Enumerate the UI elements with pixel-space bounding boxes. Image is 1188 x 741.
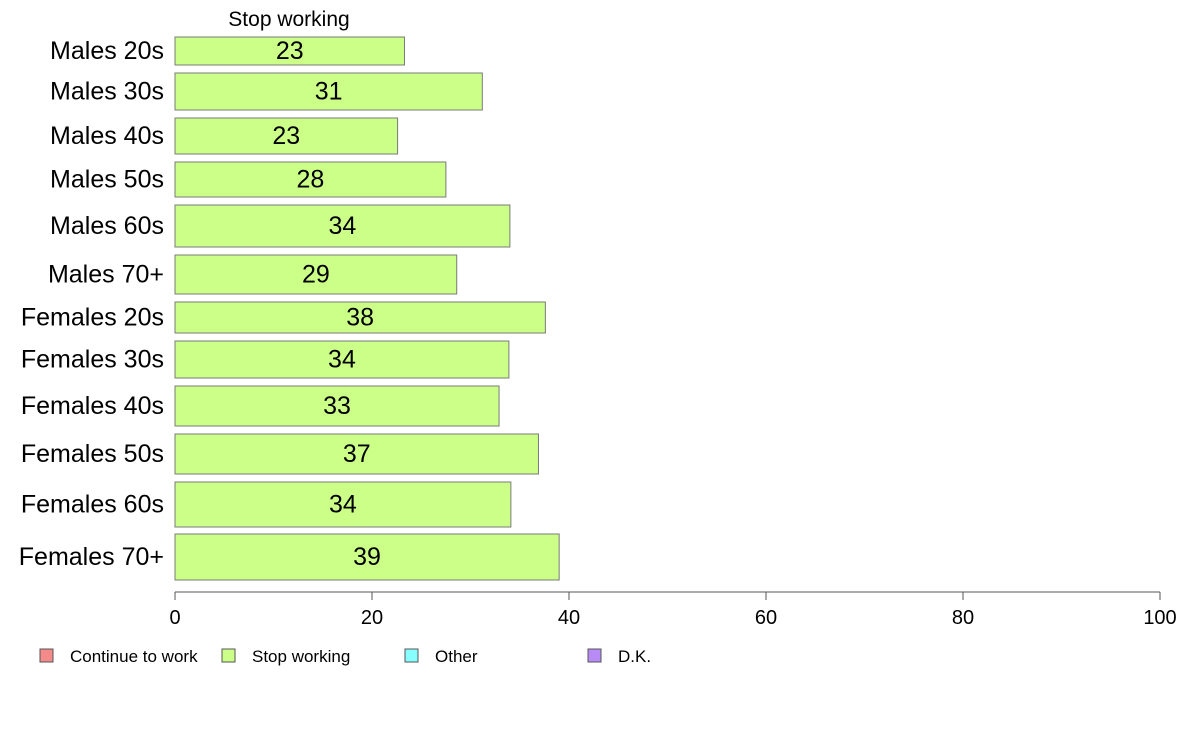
- category-label: Females 30s: [21, 346, 164, 374]
- data-label: 23: [276, 37, 304, 65]
- data-label: 38: [346, 304, 374, 332]
- bar-segment: [174, 254, 458, 295]
- x-tick-label: 60: [755, 607, 777, 629]
- data-label: 28: [297, 166, 325, 194]
- data-label: 39: [353, 543, 381, 571]
- x-tick-label: 0: [169, 607, 180, 629]
- bar-segment: [174, 36, 406, 66]
- bar-segment: [174, 161, 447, 198]
- column-header: Stop working: [228, 8, 349, 31]
- legend-label: Stop working: [252, 647, 350, 666]
- category-label: Males 40s: [50, 122, 164, 150]
- data-label: 34: [328, 346, 356, 374]
- bar-segment: [174, 385, 500, 427]
- legend: Continue to work Stop working Other D.K.: [39, 647, 651, 666]
- data-label: 37: [343, 440, 371, 468]
- bar-segment: [174, 204, 511, 248]
- legend-swatch: [221, 648, 236, 663]
- category-label: Males 20s: [50, 37, 164, 65]
- bars-layer: Males 20s 23 Males 30s 31 Males 40s 23 Males 5…: [19, 36, 560, 581]
- data-label: 29: [302, 261, 330, 289]
- category-label: Females 60s: [21, 491, 164, 519]
- category-label: Males 50s: [50, 166, 164, 194]
- bar-segment: [174, 533, 560, 581]
- bar-segment: [174, 340, 510, 379]
- bar-segment: [174, 433, 539, 475]
- legend-label: Other: [435, 647, 478, 666]
- category-label: Females 70+: [19, 543, 164, 571]
- category-label: Males 60s: [50, 212, 164, 240]
- category-label: Females 40s: [21, 392, 164, 420]
- legend-label: D.K.: [618, 647, 651, 666]
- x-tick-label: 40: [558, 607, 580, 629]
- legend-label: Continue to work: [70, 647, 198, 666]
- data-label: 34: [329, 212, 357, 240]
- category-label: Males 70+: [48, 261, 164, 289]
- data-label: 31: [315, 78, 343, 106]
- x-tick-label: 80: [952, 607, 974, 629]
- bar-segment: [174, 481, 512, 528]
- bar-segment: [174, 301, 546, 334]
- legend-swatch: [39, 648, 54, 663]
- x-tick-label: 20: [361, 607, 383, 629]
- legend-swatch: [404, 648, 419, 663]
- category-label: Females 50s: [21, 440, 164, 468]
- bar-segment: [174, 117, 399, 155]
- legend-swatch: [587, 648, 602, 663]
- category-label: Males 30s: [50, 78, 164, 106]
- bar-segment: [174, 72, 483, 111]
- category-label: Females 20s: [21, 304, 164, 332]
- x-tick-label: 100: [1143, 607, 1176, 629]
- x-axis: 0 20 40 60 80 100: [169, 591, 1177, 629]
- data-label: 33: [323, 392, 351, 420]
- data-label: 34: [329, 491, 357, 519]
- data-label: 23: [272, 122, 300, 150]
